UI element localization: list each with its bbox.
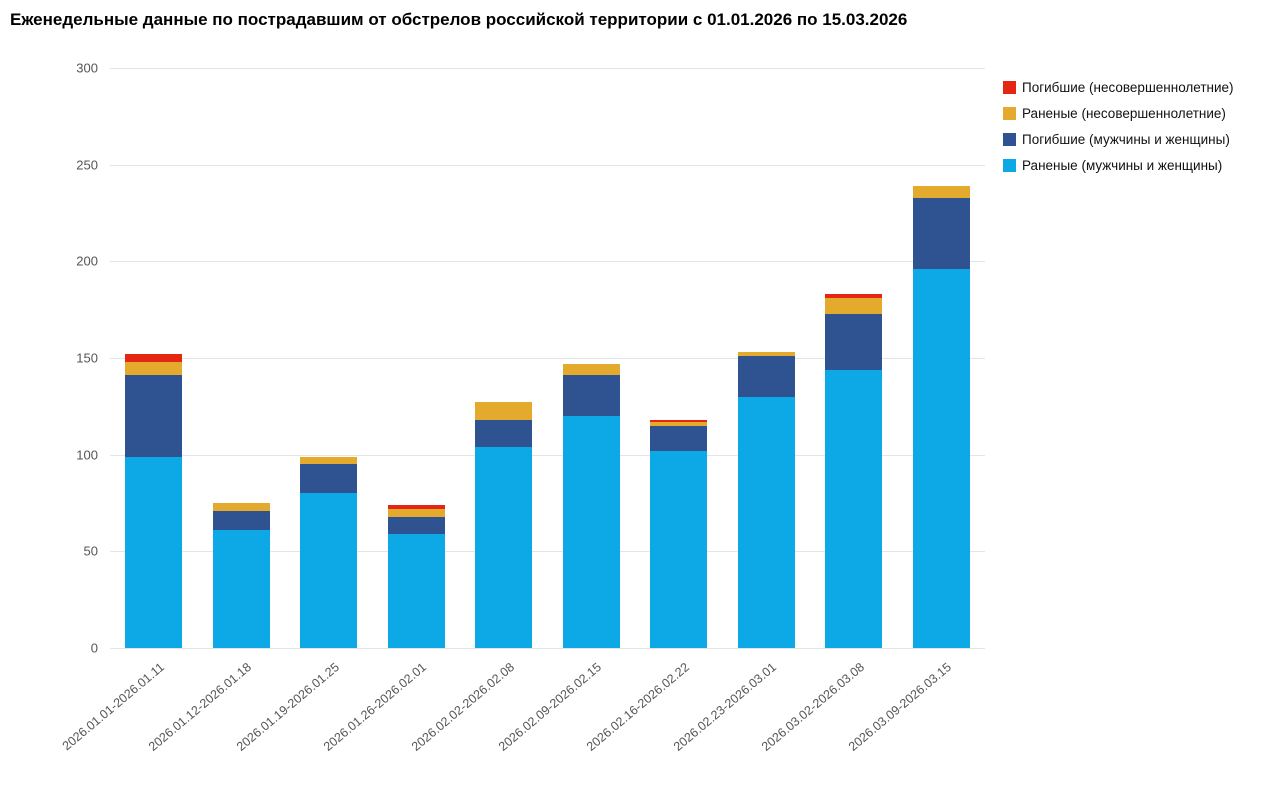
grid-line xyxy=(110,68,985,69)
bar-segment xyxy=(825,313,883,370)
bar-segment xyxy=(912,269,970,648)
bar-segment xyxy=(912,185,970,198)
grid-line xyxy=(110,358,985,359)
bar-segment xyxy=(650,425,708,451)
bar-segment xyxy=(475,446,533,648)
bar-segment xyxy=(737,396,795,648)
bar-segment xyxy=(562,416,620,648)
bar-segment xyxy=(475,402,533,420)
y-tick-label: 300 xyxy=(76,60,98,76)
y-tick-label: 200 xyxy=(76,253,98,269)
bar xyxy=(912,185,970,648)
grid-line xyxy=(110,648,985,649)
bar-segment xyxy=(562,375,620,416)
bar xyxy=(737,352,795,648)
bar-segment xyxy=(125,354,183,362)
legend-swatch-icon xyxy=(1003,81,1016,94)
legend: Погибшие (несовершеннолетние) Раненые (не… xyxy=(1003,80,1234,173)
legend-item: Раненые (несовершеннолетние) xyxy=(1003,106,1234,121)
bar-segment xyxy=(825,369,883,648)
bar-segment xyxy=(125,375,183,457)
bar-segment xyxy=(300,464,358,494)
legend-item: Погибшие (мужчины и женщины) xyxy=(1003,132,1234,147)
bar xyxy=(212,503,270,648)
bar-segment xyxy=(737,356,795,397)
bar-segment xyxy=(912,197,970,270)
grid-line xyxy=(110,164,985,166)
bar-segment xyxy=(737,352,795,357)
grid-line xyxy=(110,261,985,263)
bar-segment xyxy=(387,508,445,517)
y-tick-label: 100 xyxy=(76,447,98,463)
bar-segment xyxy=(387,504,445,509)
legend-swatch-icon xyxy=(1003,107,1016,120)
bar-segment xyxy=(300,456,358,465)
legend-swatch-icon xyxy=(1003,159,1016,172)
bar xyxy=(125,354,183,648)
legend-swatch-icon xyxy=(1003,133,1016,146)
legend-item: Раненые (мужчины и женщины) xyxy=(1003,158,1234,173)
legend-label: Погибшие (несовершеннолетние) xyxy=(1022,80,1234,95)
legend-item: Погибшие (несовершеннолетние) xyxy=(1003,80,1234,95)
bar-segment xyxy=(212,530,270,648)
bar-segment xyxy=(562,363,620,376)
bar-segment xyxy=(125,456,183,648)
bar xyxy=(475,402,533,648)
grid-line xyxy=(110,551,985,553)
y-tick-label: 0 xyxy=(90,640,98,656)
y-tick-label: 150 xyxy=(76,350,98,366)
bar xyxy=(650,419,708,648)
y-tick-label: 250 xyxy=(76,157,98,173)
plot-area: 0 50 100 150 200 250 300 2026.01.01-2026.01.11 2… xyxy=(59,61,985,754)
legend-label: Погибшие (мужчины и женщины) xyxy=(1022,132,1230,147)
bar-segment xyxy=(825,294,883,299)
legend-label: Раненые (мужчины и женщины) xyxy=(1022,158,1223,173)
bar xyxy=(825,294,883,648)
bar-segment xyxy=(212,510,270,531)
bar-segment xyxy=(300,493,358,648)
bar-segment xyxy=(387,533,445,648)
bar-segment xyxy=(387,516,445,534)
bar-segment xyxy=(650,450,708,648)
bar xyxy=(387,504,445,648)
bar-segment xyxy=(825,298,883,314)
legend-label: Раненые (несовершеннолетние) xyxy=(1022,106,1226,121)
bar-segment xyxy=(650,419,708,422)
chart-title: Еженедельные данные по пострадавшим от о… xyxy=(10,10,908,29)
y-tick-label: 50 xyxy=(83,543,98,559)
grid-line xyxy=(110,454,985,456)
bar-segment xyxy=(475,419,533,447)
bar-segment xyxy=(650,421,708,426)
bar-segment xyxy=(212,503,270,511)
bar xyxy=(300,456,358,648)
bar xyxy=(562,363,620,648)
bar-segment xyxy=(125,361,183,376)
